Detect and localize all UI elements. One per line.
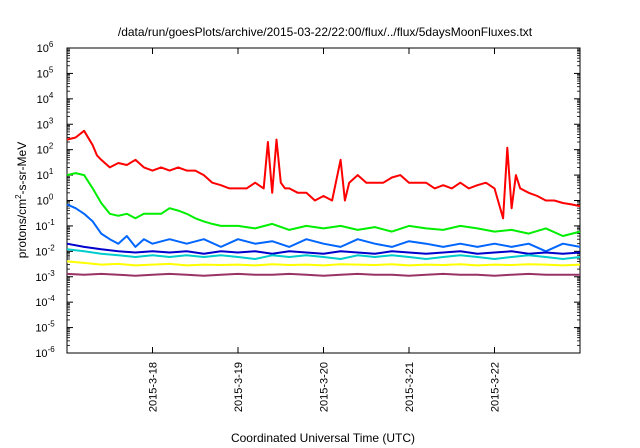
y-tick-base: 10 [37,170,49,182]
y-tick-exponent: 0 [49,193,54,202]
y-tick-label: 10-4 [35,294,55,309]
y-tick-label: 10-1 [35,218,55,233]
y-axis-label-sup: 2 [14,194,23,199]
y-tick-exponent: -1 [48,218,56,227]
y-tick-label: 103 [37,116,54,131]
series-line-3 [66,203,581,253]
series-line-6 [66,260,581,267]
plot-area [66,47,581,354]
y-tick-base: 10 [37,68,49,80]
y-axis-label-prefix: protons/cm [15,199,29,258]
y-tick-base: 10 [35,348,47,360]
x-axis: 2015-3-18 2015-3-19 2015-3-20 2015-3-21 2015… [148,48,502,412]
y-tick-label: 10-3 [35,269,55,284]
x-tick-label: 2015-3-21 [404,362,416,412]
y-axis-label-suffix: -s-sr-MeV [15,142,29,195]
series-line-7 [66,272,580,277]
series-line-1 [66,129,581,220]
y-tick-base: 10 [37,119,49,131]
y-tick-label: 10-6 [35,345,55,360]
y-tick-base: 10 [35,221,47,233]
series-line-5 [66,248,581,260]
y-tick-exponent: 4 [49,91,54,100]
y-tick-base: 10 [37,43,49,55]
y-tick-exponent: 3 [49,116,54,125]
y-tick-exponent: -3 [48,269,56,278]
y-tick-label: 102 [37,142,54,157]
y-tick-label: 10-2 [35,243,55,258]
y-tick-base: 10 [37,94,49,106]
y-tick-base: 10 [35,323,47,335]
y-tick-base: 10 [37,145,49,157]
series-layer [66,129,581,277]
y-axis: 10-610-510-410-310-210-11001011021031041… [35,40,580,360]
y-tick-label: 104 [37,91,54,106]
x-tick-label: 2015-3-18 [148,362,160,412]
y-tick-exponent: -5 [48,320,56,329]
y-tick-label: 106 [37,40,54,55]
y-tick-base: 10 [37,196,49,208]
x-tick-label: 2015-3-20 [319,362,331,412]
y-tick-label: 10-5 [35,320,55,335]
y-axis-label: protons/cm2-s-sr-MeV [14,142,29,258]
y-tick-exponent: 1 [49,167,54,176]
y-tick-exponent: 2 [49,142,54,151]
y-tick-base: 10 [35,297,47,309]
y-tick-exponent: -4 [48,294,56,303]
series-line-4 [66,242,581,255]
y-tick-exponent: 5 [49,65,54,74]
y-tick-label: 101 [37,167,54,182]
series-line-2 [66,172,581,237]
y-tick-label: 105 [37,65,54,80]
y-tick-exponent: -6 [48,345,56,354]
x-tick-label: 2015-3-19 [233,362,245,412]
y-tick-base: 10 [35,246,47,258]
chart-title: /data/run/goesPlots/archive/2015-03-22/2… [118,25,533,39]
y-tick-label: 100 [37,193,54,208]
y-tick-exponent: -2 [48,243,56,252]
x-tick-label: 2015-3-22 [490,362,502,412]
y-tick-exponent: 6 [49,40,54,49]
x-axis-label: Coordinated Universal Time (UTC) [231,431,415,445]
y-tick-base: 10 [35,272,47,284]
